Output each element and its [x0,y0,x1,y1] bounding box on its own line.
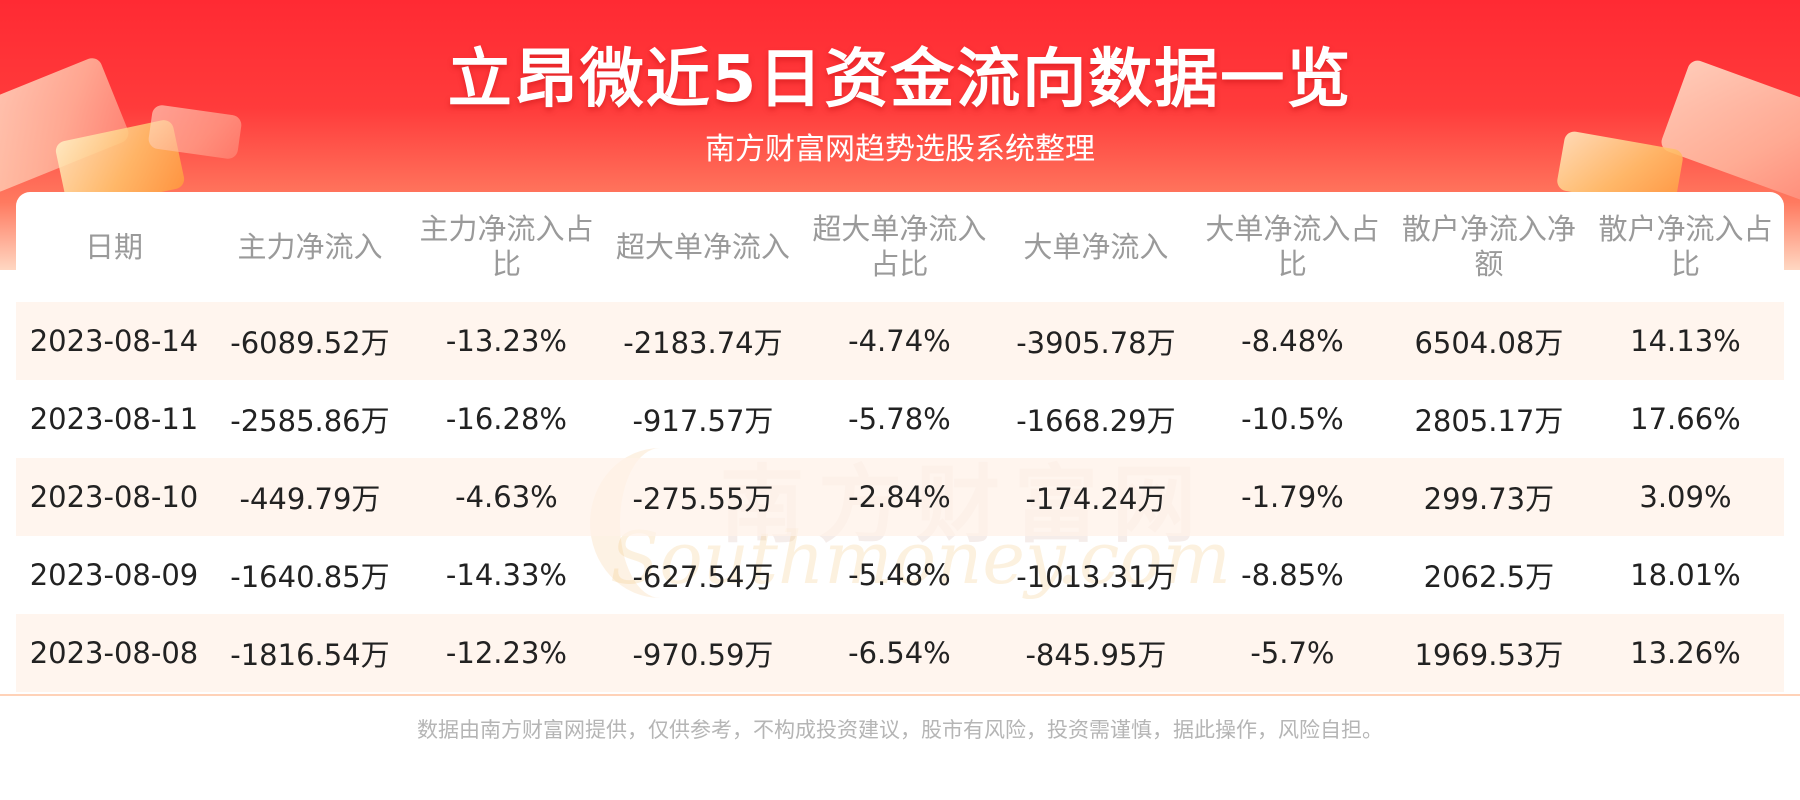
cell-date: 2023-08-09 [29,558,199,592]
cell-retail-inflow: 1969.53万 [1390,614,1587,692]
cell-date: 2023-08-14 [16,302,212,380]
cell-super-large-inflow: -627.54万 [632,560,774,594]
table-row: 2023-08-11 -2585.86万 -16.28% -917.57万 -5.78%… [16,380,1784,458]
cell-super-large-inflow: -2183.74万 [604,302,801,380]
cell-date: 2023-08-11 [29,402,199,436]
cell-retail-inflow-ratio: 17.66% [1630,402,1741,436]
column-header-super-large-inflow: 超大单净流入 [615,229,790,264]
cell-large-inflow-ratio: -10.5% [1241,402,1344,436]
fund-flow-table: 日期 主力净流入 主力净流入占比 超大单净流入 超大单净流入占比 大单净流入 大… [16,192,1784,692]
column-header-retail-inflow-ratio: 散户净流入占比 [1598,212,1773,281]
cell-main-inflow: -2585.86万 [230,404,390,438]
cell-super-large-inflow-ratio: -5.78% [848,402,951,436]
cell-super-large-inflow: -917.57万 [632,404,774,438]
table-row: 2023-08-14 -6089.52万 -13.23% -2183.74万 -4.74… [16,302,1784,380]
table-row: 2023-08-09 -1640.85万 -14.33% -627.54万 -5.48%… [16,536,1784,614]
cell-retail-inflow: 2805.17万 [1414,404,1564,438]
cell-retail-inflow: 6504.08万 [1390,302,1587,380]
column-header-main-inflow: 主力净流入 [237,229,383,264]
cell-super-large-inflow: -275.55万 [604,458,801,536]
cell-retail-inflow-ratio: 3.09% [1586,458,1784,536]
cell-main-inflow-ratio: -4.63% [407,458,605,536]
cell-main-inflow: -1640.85万 [230,560,390,594]
cell-super-large-inflow-ratio: -6.54% [800,614,998,692]
cell-main-inflow: -6089.52万 [211,302,408,380]
cell-retail-inflow-ratio: 18.01% [1630,558,1741,592]
cell-super-large-inflow-ratio: -5.48% [848,558,951,592]
cell-large-inflow-ratio: -5.7% [1193,614,1391,692]
cell-super-large-inflow-ratio: -4.74% [800,302,998,380]
cell-retail-inflow: 2062.5万 [1423,560,1555,594]
cell-large-inflow-ratio: -1.79% [1193,458,1391,536]
cell-retail-inflow-ratio: 13.26% [1586,614,1784,692]
cell-super-large-inflow: -970.59万 [604,614,801,692]
cell-date: 2023-08-10 [16,458,212,536]
page-subtitle: 南方财富网趋势选股系统整理 [705,132,1095,167]
cell-date: 2023-08-08 [16,614,212,692]
cell-retail-inflow: 299.73万 [1390,458,1587,536]
cell-large-inflow: -1013.31万 [1016,560,1176,594]
footer-disclaimer: 数据由南方财富网提供，仅供参考，不构成投资建议，股市有风险，投资需谨慎，据此操作… [417,718,1383,742]
table-row: 2023-08-08 -1816.54万 -12.23% -970.59万 -6.54%… [16,614,1784,692]
cell-large-inflow-ratio: -8.48% [1193,302,1391,380]
cell-main-inflow-ratio: -13.23% [407,302,605,380]
cell-main-inflow-ratio: -16.28% [445,402,567,436]
cell-large-inflow: -845.95万 [997,614,1194,692]
cell-large-inflow: -3905.78万 [997,302,1194,380]
footer-divider [0,694,1800,696]
cell-large-inflow: -174.24万 [997,458,1194,536]
cell-main-inflow: -449.79万 [211,458,408,536]
column-header-retail-inflow: 散户净流入净额 [1401,212,1576,281]
column-header-super-large-inflow-ratio: 超大单净流入占比 [812,212,987,281]
column-header-large-inflow-ratio: 大单净流入占比 [1205,212,1380,281]
cell-main-inflow-ratio: -14.33% [445,558,567,592]
cell-large-inflow: -1668.29万 [1016,404,1176,438]
cell-main-inflow-ratio: -12.23% [407,614,605,692]
cell-main-inflow: -1816.54万 [211,614,408,692]
column-header-date: 日期 [84,229,143,264]
table-row: 2023-08-10 -449.79万 -4.63% -275.55万 -2.84% -1… [16,458,1784,536]
cell-super-large-inflow-ratio: -2.84% [800,458,998,536]
cell-large-inflow-ratio: -8.85% [1241,558,1344,592]
table-header-row: 日期 主力净流入 主力净流入占比 超大单净流入 超大单净流入占比 大单净流入 大… [16,192,1784,302]
page-title: 立昂微近5日资金流向数据一览 [447,43,1353,117]
column-header-main-inflow-ratio: 主力净流入占比 [419,212,594,281]
column-header-large-inflow: 大单净流入 [1023,229,1169,264]
cell-retail-inflow-ratio: 14.13% [1586,302,1784,380]
